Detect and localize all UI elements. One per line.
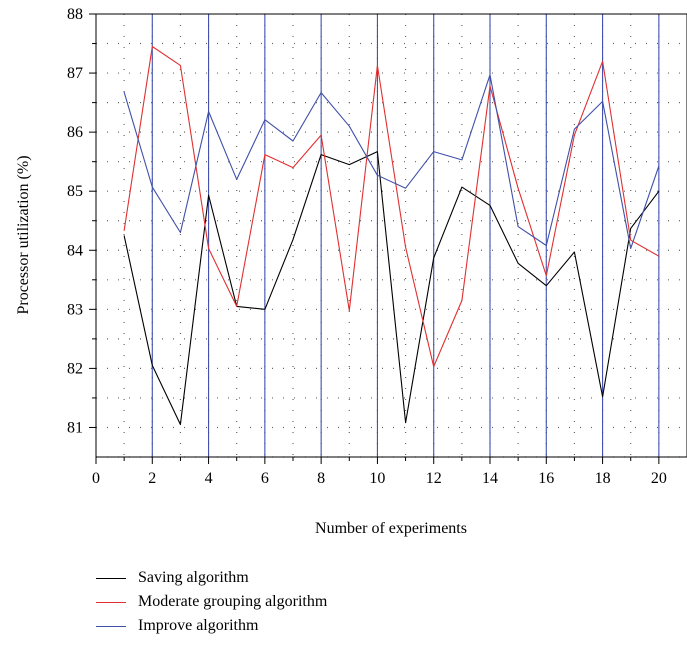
line-chart: 0 2 4 6 8 10 12 14 16 18 20 81 82 83 84 85 86 87 88 Numbe… (15, 6, 687, 537)
legend-swatch-saving (96, 577, 126, 579)
x-tick-label: 6 (261, 470, 269, 487)
y-tick-label: 84 (67, 242, 83, 259)
y-tick-label: 82 (67, 360, 83, 377)
y-tick-label: 81 (67, 419, 83, 436)
x-axis-ticks: 0 2 4 6 8 10 12 14 16 18 20 (92, 457, 667, 487)
y-tick-label: 85 (67, 183, 83, 200)
plot-frame (95, 13, 687, 458)
x-tick-label: 2 (148, 470, 156, 487)
x-tick-label: 20 (651, 470, 667, 487)
y-tick-label: 86 (67, 124, 83, 141)
legend-swatch-moderate (96, 601, 126, 603)
x-tick-label: 14 (482, 470, 498, 487)
y-tick-label: 88 (67, 6, 83, 23)
y-tick-label: 83 (67, 301, 83, 318)
y-axis-label: Processor utilization (%) (15, 155, 32, 314)
legend-item-improve: Improve algorithm (96, 614, 327, 638)
x-axis-label: Number of experiments (315, 520, 467, 537)
series-line-saving (123, 151, 660, 426)
x-tick-label: 10 (369, 470, 385, 487)
x-tick-label: 12 (426, 470, 442, 487)
legend-item-saving: Saving algorithm (96, 566, 327, 590)
x-tick-label: 16 (538, 470, 554, 487)
x-tick-label: 4 (205, 470, 213, 487)
legend-swatch-improve (96, 625, 126, 627)
legend-label-moderate: Moderate grouping algorithm (138, 593, 328, 610)
legend-label-improve: Improve algorithm (138, 617, 259, 634)
series-lines (123, 45, 660, 426)
legend-label-saving: Saving algorithm (138, 569, 249, 586)
x-tick-label: 18 (595, 470, 611, 487)
legend: Saving algorithm Moderate grouping algor… (96, 566, 327, 638)
series-line-improve (123, 74, 660, 250)
x-tick-label: 0 (92, 470, 100, 487)
legend-item-moderate: Moderate grouping algorithm (96, 590, 327, 614)
x-tick-label: 8 (317, 470, 325, 487)
y-tick-label: 87 (67, 65, 83, 82)
y-axis-ticks: 81 82 83 84 85 86 87 88 (67, 6, 96, 436)
series-line-moderate (123, 45, 660, 368)
